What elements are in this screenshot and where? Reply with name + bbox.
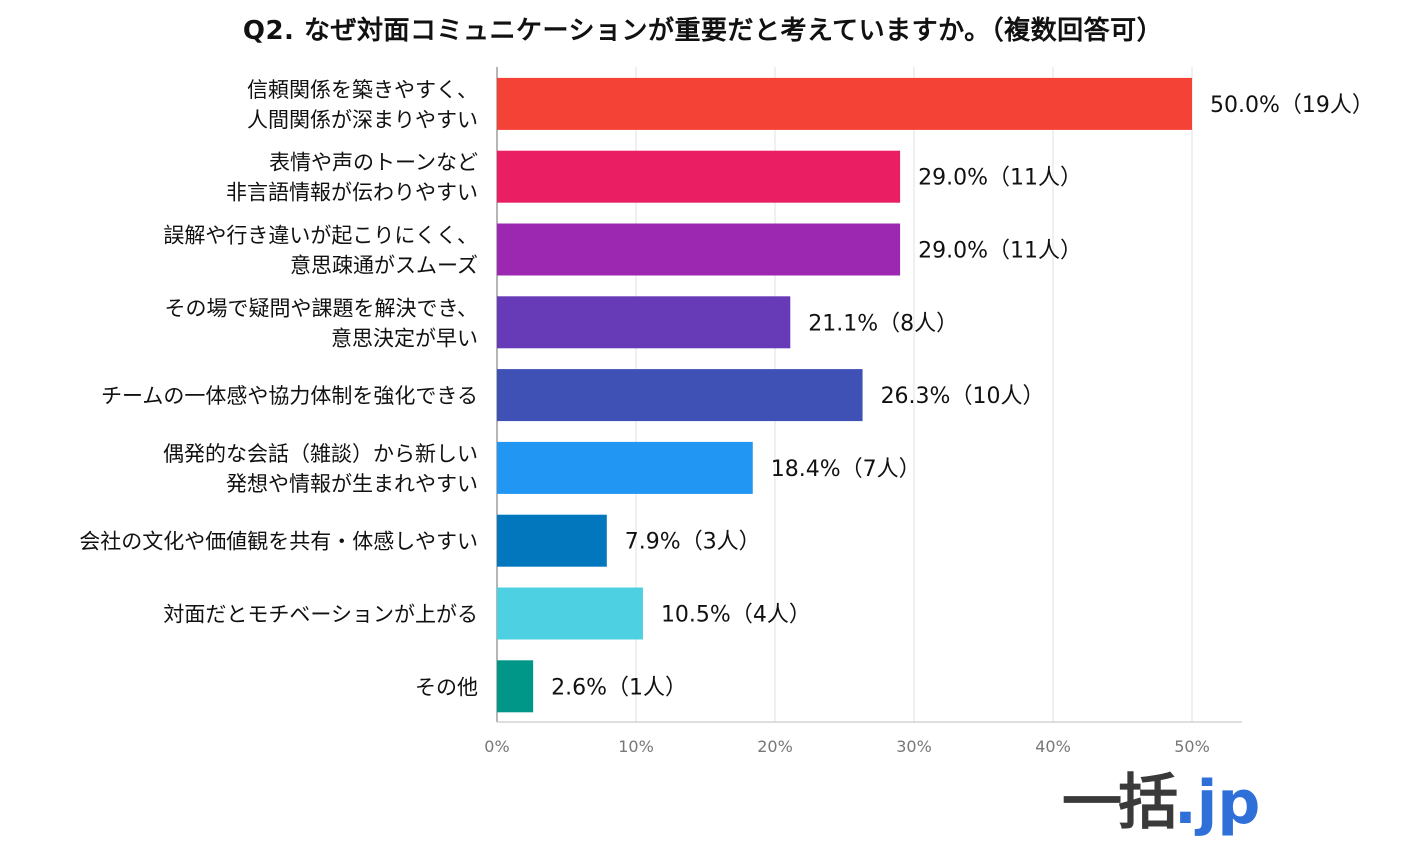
x-tick-label: 30% [896, 737, 932, 756]
x-tick-label: 10% [618, 737, 654, 756]
data-labels: 50.0%（19人） 29.0%（11人） 29.0%（11人） 21.1%（8人） 2… [551, 93, 1374, 700]
category-label: 信頼関係を築きやすく、 [247, 78, 478, 102]
category-label: 対面だとモチベーションが上がる [163, 603, 478, 627]
bar [497, 587, 643, 640]
category-label: チームの一体感や協力体制を強化できる [101, 384, 478, 408]
bar [497, 77, 1192, 130]
chart-title: Q2. なぜ対面コミュニケーションが重要だと考えていますか。（複数回答可） [242, 16, 1164, 46]
data-label: 21.1%（8人） [808, 311, 958, 336]
bar [497, 441, 753, 494]
data-label: 2.6%（1人） [551, 675, 687, 700]
bar [497, 660, 534, 713]
bars [497, 77, 1192, 713]
category-label: 意思決定が早い [331, 326, 478, 350]
category-label: 誤解や行き違いが起こりにくく、 [163, 224, 478, 248]
bar [497, 150, 901, 203]
bar [497, 514, 607, 567]
bar [497, 296, 791, 349]
category-label: 非言語情報が伝わりやすい [226, 181, 478, 205]
data-label: 26.3%（10人） [881, 384, 1045, 409]
category-label: 会社の文化や価値観を共有・体感しやすい [79, 530, 478, 554]
logo-jp: jp [1196, 768, 1261, 838]
category-label: 発想や情報が生まれやすい [226, 472, 478, 496]
category-label: 表情や声のトーンなど [269, 151, 478, 175]
site-logo: 一括.jp [1062, 768, 1260, 838]
x-tick-label: 50% [1174, 737, 1210, 756]
data-label: 7.9%（3人） [625, 530, 761, 555]
data-label: 29.0%（11人） [918, 166, 1082, 191]
category-label: 意思疎通がスムーズ [290, 254, 478, 278]
category-labels: 信頼関係を築きやすく、人間関係が深まりやすい表情や声のトーンなど非言語情報が伝わ… [79, 78, 478, 699]
data-label: 29.0%（11人） [918, 239, 1082, 264]
x-tick-label: 40% [1035, 737, 1071, 756]
category-label: その他 [415, 675, 478, 699]
category-label: 偶発的な会話（雑談）から新しい [163, 442, 478, 466]
category-label: 人間関係が深まりやすい [247, 108, 478, 132]
x-tick-label: 20% [757, 737, 793, 756]
logo-kanji: 一括 [1062, 768, 1178, 838]
data-label: 18.4%（7人） [771, 457, 921, 482]
category-label: その場で疑問や課題を解決でき、 [164, 296, 478, 320]
logo-dot: . [1174, 768, 1197, 838]
x-axis-ticks: 0% 10% 20% 30% 40% 50% [484, 737, 1209, 756]
x-tick-label: 0% [484, 737, 509, 756]
data-label: 50.0%（19人） [1210, 93, 1374, 118]
bar [497, 223, 901, 276]
bar [497, 369, 863, 422]
data-label: 10.5%（4人） [661, 603, 811, 628]
